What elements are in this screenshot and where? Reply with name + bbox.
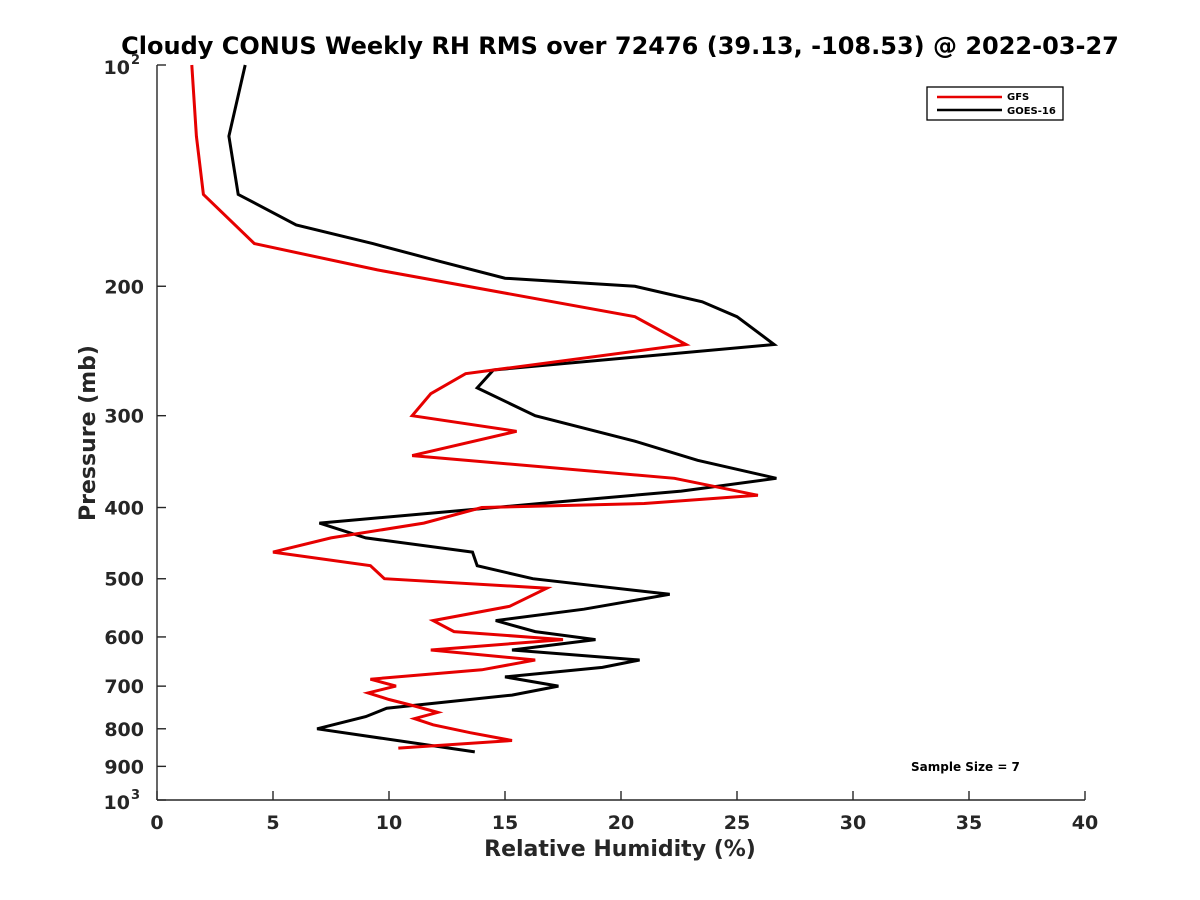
series-line-gfs bbox=[190, 64, 759, 750]
legend: GFS GOES-16 bbox=[926, 86, 1064, 121]
y-tick-label: 10 bbox=[104, 57, 130, 79]
x-tick-label: 25 bbox=[724, 812, 750, 834]
y-tick-label: 200 bbox=[104, 276, 144, 298]
y-axis-label: Pressure (mb) bbox=[76, 345, 101, 521]
y-tick-label: 900 bbox=[104, 756, 144, 778]
chart-title: Cloudy CONUS Weekly RH RMS over 72476 (3… bbox=[121, 32, 1119, 60]
y-tick-exponent: 3 bbox=[131, 788, 140, 803]
x-tick-label: 0 bbox=[150, 812, 163, 834]
x-tick-label: 15 bbox=[492, 812, 518, 834]
x-tick-label: 30 bbox=[840, 812, 866, 834]
x-axis-label: Relative Humidity (%) bbox=[484, 837, 756, 862]
x-tick-label: 40 bbox=[1072, 812, 1098, 834]
legend-gfs-label: GFS bbox=[1007, 92, 1029, 103]
y-tick-label: 600 bbox=[104, 627, 144, 649]
y-tick-label: 700 bbox=[104, 676, 144, 698]
y-tick-label: 300 bbox=[104, 406, 144, 428]
y-tick-label: 800 bbox=[104, 719, 144, 741]
series-layer bbox=[190, 64, 779, 754]
legend-box bbox=[926, 86, 1064, 121]
x-tick-label: 5 bbox=[266, 812, 279, 834]
legend-goes16-label: GOES-16 bbox=[1007, 106, 1056, 117]
y-tick-exponent: 2 bbox=[131, 53, 140, 68]
series-line-goes16 bbox=[227, 64, 779, 754]
x-tick-label: 10 bbox=[376, 812, 402, 834]
y-tick-label: 400 bbox=[104, 498, 144, 520]
x-tick-label: 20 bbox=[608, 812, 634, 834]
y-tick-label: 10 bbox=[104, 792, 130, 814]
y-tick-label: 500 bbox=[104, 569, 144, 591]
x-tick-label: 35 bbox=[956, 812, 982, 834]
sample-size-annotation: Sample Size = 7 bbox=[911, 760, 1020, 774]
